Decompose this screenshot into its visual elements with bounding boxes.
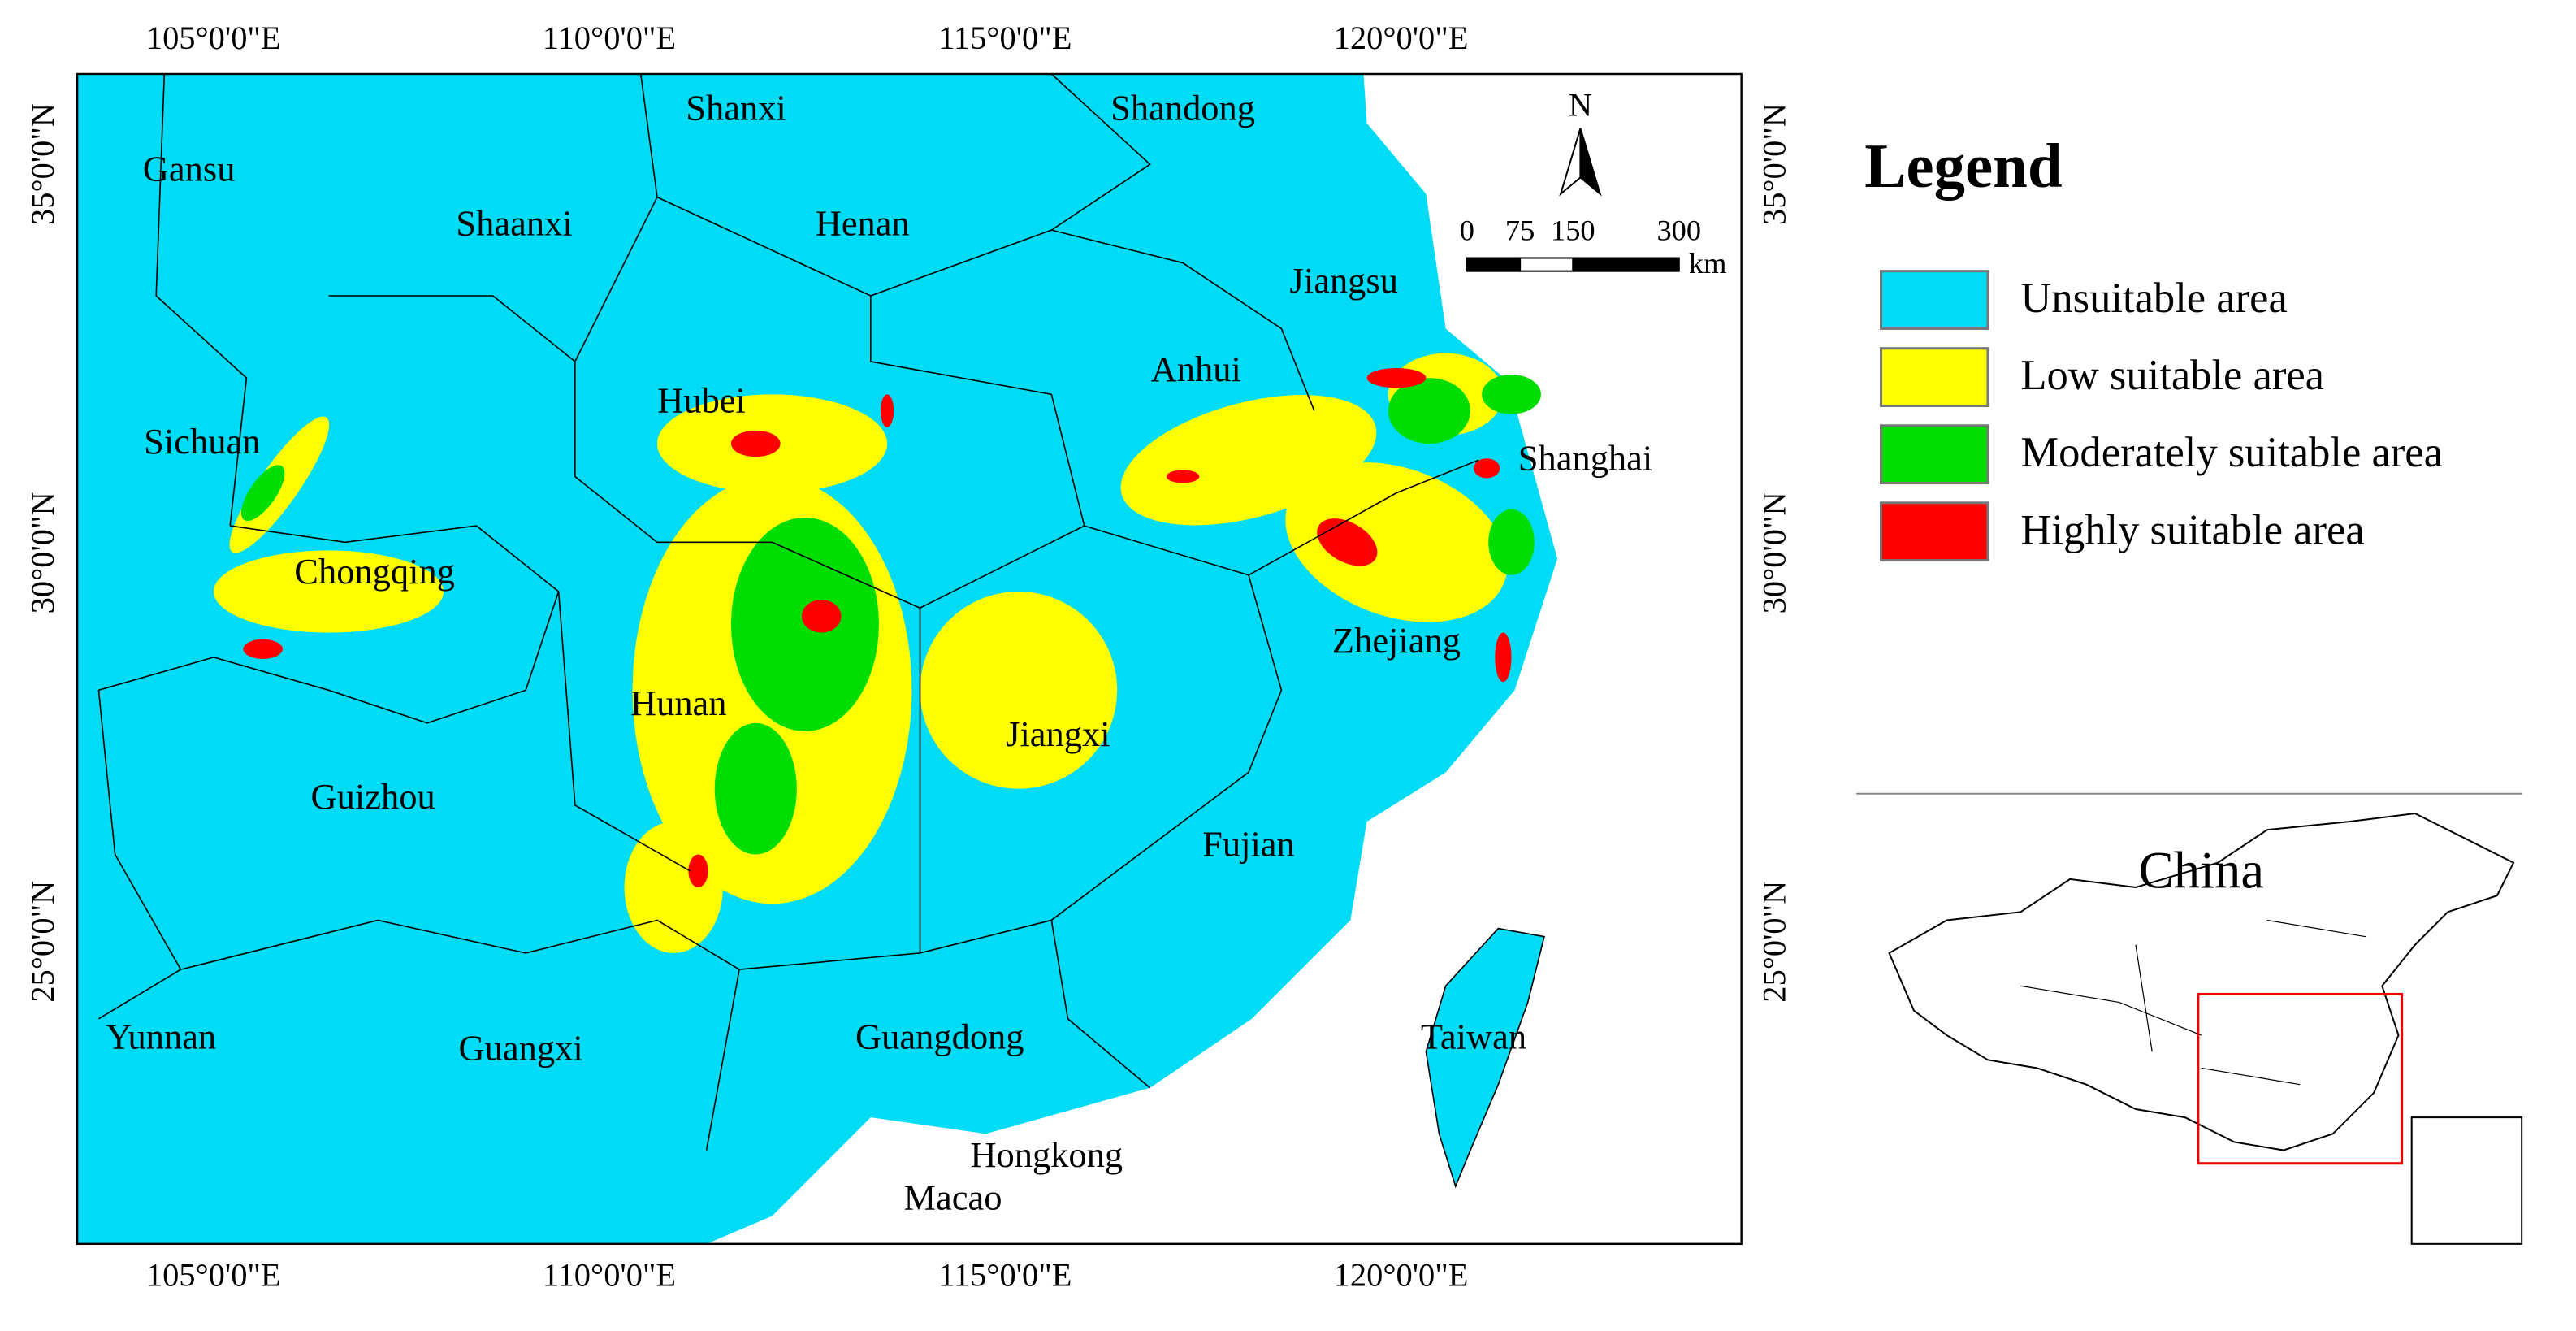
- province-label: Jiangsu: [1290, 260, 1398, 301]
- province-label: Gansu: [143, 149, 236, 189]
- lon-label: 105°0'0"E: [146, 1257, 281, 1294]
- province-label: Taiwan: [1421, 1016, 1526, 1056]
- scale-label: 75: [1505, 215, 1535, 247]
- suitability-patch: [920, 592, 1118, 789]
- suitability-patch: [1166, 470, 1200, 483]
- lon-label: 120°0'0"E: [1334, 20, 1469, 56]
- legend-swatch: [1880, 424, 1989, 485]
- lon-label: 110°0'0"E: [543, 20, 676, 56]
- lat-label: 30°0'0"N: [1756, 492, 1792, 613]
- suitability-patch: [213, 550, 444, 633]
- lat-label: 35°0'0"N: [1756, 103, 1792, 225]
- province-label: Hongkong: [970, 1134, 1123, 1175]
- suitability-patch: [1388, 378, 1470, 444]
- scale-label: 0: [1460, 215, 1474, 247]
- suitability-patch: [730, 430, 781, 457]
- lat-label: 35°0'0"N: [24, 103, 61, 225]
- scale-segment: [1519, 257, 1574, 272]
- map-frame: [76, 72, 1743, 1246]
- suitability-patch: [801, 600, 842, 633]
- legend-label: Moderately suitable area: [2020, 429, 2443, 476]
- legend-swatch: [1880, 347, 1989, 408]
- scale-label: 300: [1656, 215, 1701, 247]
- province-label: Shaanxi: [456, 202, 572, 243]
- suitability-patch: [1474, 458, 1500, 479]
- province-label: Hubei: [657, 380, 746, 421]
- suitability-patch: [714, 722, 797, 855]
- suitability-patch: [1317, 518, 1378, 566]
- inset-title: China: [2139, 841, 2265, 900]
- province-label: Guizhou: [311, 776, 435, 817]
- lat-label: 25°0'0"N: [1756, 881, 1792, 1003]
- north-label: N: [1569, 87, 1592, 124]
- scale-segment: [1466, 257, 1522, 272]
- lon-label: 120°0'0"E: [1334, 1257, 1469, 1294]
- suitability-patch: [1488, 509, 1535, 575]
- province-label: Shanghai: [1518, 437, 1652, 478]
- province-label: Macao: [903, 1177, 1002, 1217]
- suitability-patch: [1495, 632, 1512, 683]
- province-label: Shanxi: [686, 88, 786, 128]
- province-border: [97, 73, 1479, 1151]
- province-label: Shandong: [1110, 88, 1255, 128]
- province-label: Fujian: [1202, 824, 1295, 865]
- north-arrow: [1579, 128, 1602, 197]
- lat-label: 25°0'0"N: [24, 881, 61, 1003]
- legend-label: Unsuitable area: [2020, 275, 2287, 322]
- legend-swatch: [1880, 270, 1989, 330]
- province-label: Guangxi: [459, 1027, 583, 1068]
- legend-swatch: [1880, 501, 1989, 562]
- lat-label: 30°0'0"N: [24, 492, 61, 613]
- province-label: Henan: [816, 202, 910, 243]
- suitability-patch: [1366, 367, 1427, 388]
- suitability-patch: [1285, 462, 1508, 622]
- lon-label: 115°0'0"E: [938, 1257, 1072, 1294]
- lon-label: 110°0'0"E: [543, 1257, 676, 1294]
- province-label: Hunan: [630, 683, 727, 723]
- scale-label: 150: [1551, 215, 1595, 247]
- province-label: Sichuan: [144, 421, 260, 462]
- scale-unit: km: [1689, 247, 1727, 280]
- province-label: Guangdong: [855, 1016, 1024, 1056]
- taiwan: [1425, 927, 1545, 1189]
- scale-segment: [1572, 257, 1680, 272]
- lon-label: 105°0'0"E: [146, 20, 281, 56]
- legend-label: Low suitable area: [2020, 352, 2324, 399]
- province-label: Chongqing: [294, 551, 455, 592]
- province-label: Anhui: [1151, 349, 1241, 389]
- inset-map: [1888, 812, 2523, 1245]
- legend-title: Legend: [1864, 132, 2062, 201]
- lon-label: 115°0'0"E: [938, 20, 1072, 56]
- suitability-patch: [243, 639, 283, 659]
- map: [76, 72, 1743, 1246]
- province-label: Yunnan: [106, 1016, 216, 1056]
- suitability-patch: [240, 465, 285, 522]
- province-label: Jiangxi: [1006, 713, 1110, 754]
- suitability-patch: [1482, 375, 1541, 414]
- legend-label: Highly suitable area: [2020, 506, 2364, 553]
- suitability-patch: [880, 394, 894, 427]
- suitability-patch: [688, 854, 708, 887]
- province-label: Zhejiang: [1332, 620, 1461, 661]
